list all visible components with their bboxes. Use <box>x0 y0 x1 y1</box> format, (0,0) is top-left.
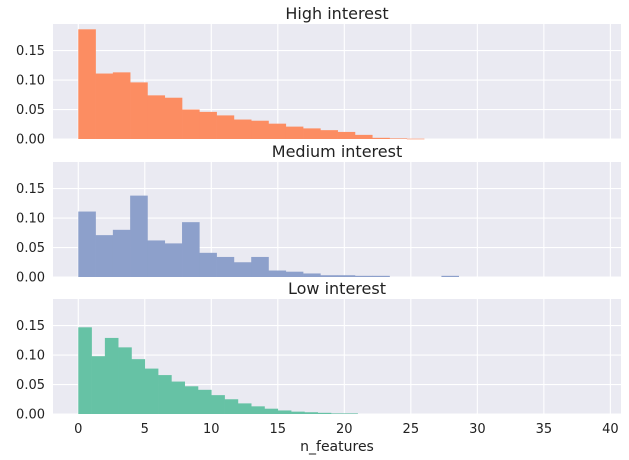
y-tick-label: 0.05 <box>16 378 45 393</box>
x-tick-label: 15 <box>270 422 287 437</box>
histogram-bar <box>233 119 252 139</box>
x-tick-label: 25 <box>403 422 420 437</box>
histogram-bar <box>164 243 183 277</box>
histogram-bar <box>78 29 96 139</box>
histogram-bar <box>131 359 146 414</box>
y-tick-label: 0.15 <box>16 44 45 59</box>
histogram-bar <box>303 273 321 277</box>
histogram-bar <box>95 73 114 139</box>
x-tick-label: 0 <box>74 422 82 437</box>
histogram-bar <box>251 256 269 277</box>
panel-title: High interest <box>285 4 388 23</box>
histogram-bar <box>91 356 106 414</box>
histogram-bar <box>354 134 373 139</box>
histogram-bar <box>441 275 460 277</box>
histogram-bar <box>320 130 338 139</box>
x-tick-label: 10 <box>203 422 220 437</box>
histogram-bar <box>354 275 373 277</box>
histogram-bar <box>372 275 390 277</box>
histogram-bar <box>144 368 159 414</box>
histogram-bar <box>406 138 425 140</box>
histogram-bar <box>199 252 217 277</box>
histogram-bar <box>147 95 166 139</box>
histogram-bar <box>337 131 356 139</box>
histogram-bar <box>95 235 114 277</box>
histogram-bar <box>130 82 148 139</box>
histogram-bar <box>337 275 356 277</box>
histogram-bar <box>317 412 332 414</box>
panel-3: 0.00 0.05 0.10 0.15 Low interest 0 5 10 15 20 25 30… <box>16 279 621 437</box>
y-tick-label: 0.05 <box>16 103 45 118</box>
panel-title: Low interest <box>288 279 386 298</box>
histogram-bar <box>268 270 287 277</box>
x-axis-label: n_features <box>300 439 374 455</box>
y-tick-label: 0.00 <box>16 271 45 286</box>
histogram-bar <box>164 97 183 139</box>
histogram-bar <box>182 109 200 139</box>
histogram-bar <box>285 271 304 277</box>
panel-2: 0.00 0.05 0.10 0.15 Medium interest <box>16 142 621 286</box>
histogram-bar <box>237 403 252 414</box>
histogram-bar <box>118 347 132 414</box>
x-tick-label: 5 <box>141 422 149 437</box>
histogram-bar <box>182 222 200 277</box>
histogram-bar <box>233 262 252 277</box>
histogram-bar <box>251 406 265 414</box>
histogram-bar <box>112 229 131 277</box>
y-tick-label: 0.10 <box>16 212 45 227</box>
histogram-bar <box>268 123 287 139</box>
histogram-bar <box>216 256 235 277</box>
y-tick-label: 0.15 <box>16 319 45 334</box>
histogram-bar <box>211 395 225 414</box>
histogram-bar <box>112 72 131 139</box>
y-tick-label: 0.00 <box>16 133 45 148</box>
x-tick-label: 20 <box>336 422 353 437</box>
histogram-bar <box>78 327 92 414</box>
x-tick-label: 30 <box>469 422 486 437</box>
histogram-bar <box>389 138 408 140</box>
histogram-bar <box>130 195 148 277</box>
histogram-bar <box>251 120 269 139</box>
histogram-bar <box>304 412 319 414</box>
histogram-bar <box>303 128 321 139</box>
y-tick-label: 0.00 <box>16 408 45 423</box>
histogram-bar <box>216 115 235 139</box>
histogram-bar <box>331 413 345 415</box>
panel-title: Medium interest <box>272 142 402 161</box>
histogram-bar <box>291 411 305 414</box>
histogram-bar <box>372 137 390 139</box>
panel-1: 0.00 0.05 0.10 0.15 High interest <box>16 4 621 148</box>
histogram-bar <box>197 389 212 414</box>
histogram-bar <box>344 413 358 415</box>
histogram-bar <box>224 399 239 414</box>
y-tick-label: 0.10 <box>16 74 45 89</box>
y-tick-label: 0.10 <box>16 349 45 364</box>
histogram-bar <box>320 275 338 277</box>
histogram-bar <box>199 111 217 139</box>
x-tick-label: 40 <box>602 422 619 437</box>
histogram-bar <box>104 337 119 414</box>
histogram-bar <box>277 410 292 414</box>
histogram-bar <box>171 381 185 414</box>
histogram-bar <box>78 211 96 277</box>
histogram-bar <box>184 386 199 414</box>
histogram-bar <box>147 240 166 277</box>
y-tick-label: 0.05 <box>16 241 45 256</box>
histogram-bar <box>285 126 304 139</box>
x-tick-label: 35 <box>536 422 553 437</box>
y-tick-label: 0.15 <box>16 182 45 197</box>
histogram-bar <box>264 408 279 414</box>
histogram-bar <box>158 375 172 414</box>
